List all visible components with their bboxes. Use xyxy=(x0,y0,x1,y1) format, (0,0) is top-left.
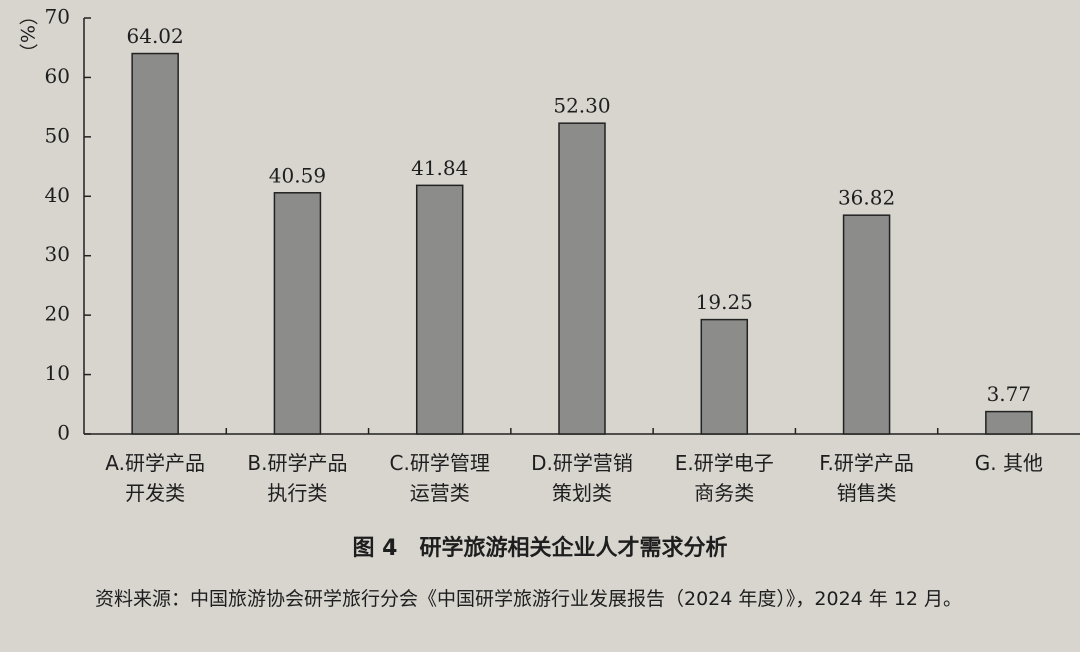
value-label: 36.82 xyxy=(838,186,895,210)
source-note: 资料来源：中国旅游协会研学旅行分会《中国研学旅游行业发展报告（2024 年度）》… xyxy=(95,588,963,610)
value-label: 3.77 xyxy=(987,382,1032,406)
bar xyxy=(842,214,891,435)
y-tick-label: 40 xyxy=(45,183,70,207)
y-tick-label: 50 xyxy=(45,123,70,147)
x-tick-label: D.研学营销 策划类 xyxy=(531,451,633,505)
y-tick-label: 10 xyxy=(45,361,70,385)
y-tick-label: 30 xyxy=(45,242,70,266)
y-axis-label: （%） xyxy=(16,6,38,63)
y-tick-label: 70 xyxy=(45,5,70,29)
bar xyxy=(415,184,464,435)
x-tick-label: C.研学管理 运营类 xyxy=(389,451,490,505)
x-tick-label: B.研学产品 执行类 xyxy=(247,451,348,505)
value-label: 41.84 xyxy=(411,156,468,180)
x-tick-label: A.研学产品 开发类 xyxy=(105,451,205,505)
bar xyxy=(131,52,179,435)
y-tick-label: 0 xyxy=(57,421,70,445)
x-tick-label: G. 其他 xyxy=(974,451,1043,475)
y-tick-label: 60 xyxy=(45,64,70,88)
value-label: 52.30 xyxy=(553,94,610,118)
chart-title: 图 4 研学旅游相关企业人才需求分析 xyxy=(352,536,728,561)
value-label: 64.02 xyxy=(127,24,184,48)
bar xyxy=(985,410,1033,435)
y-tick-label: 20 xyxy=(45,302,70,326)
bar xyxy=(700,318,749,435)
bar xyxy=(558,122,606,435)
bar xyxy=(273,192,322,435)
value-label: 19.25 xyxy=(696,290,753,314)
x-tick-label: E.研学电子 商务类 xyxy=(674,451,774,505)
value-label: 40.59 xyxy=(269,163,326,187)
x-tick-label: F.研学产品 销售类 xyxy=(819,451,914,505)
